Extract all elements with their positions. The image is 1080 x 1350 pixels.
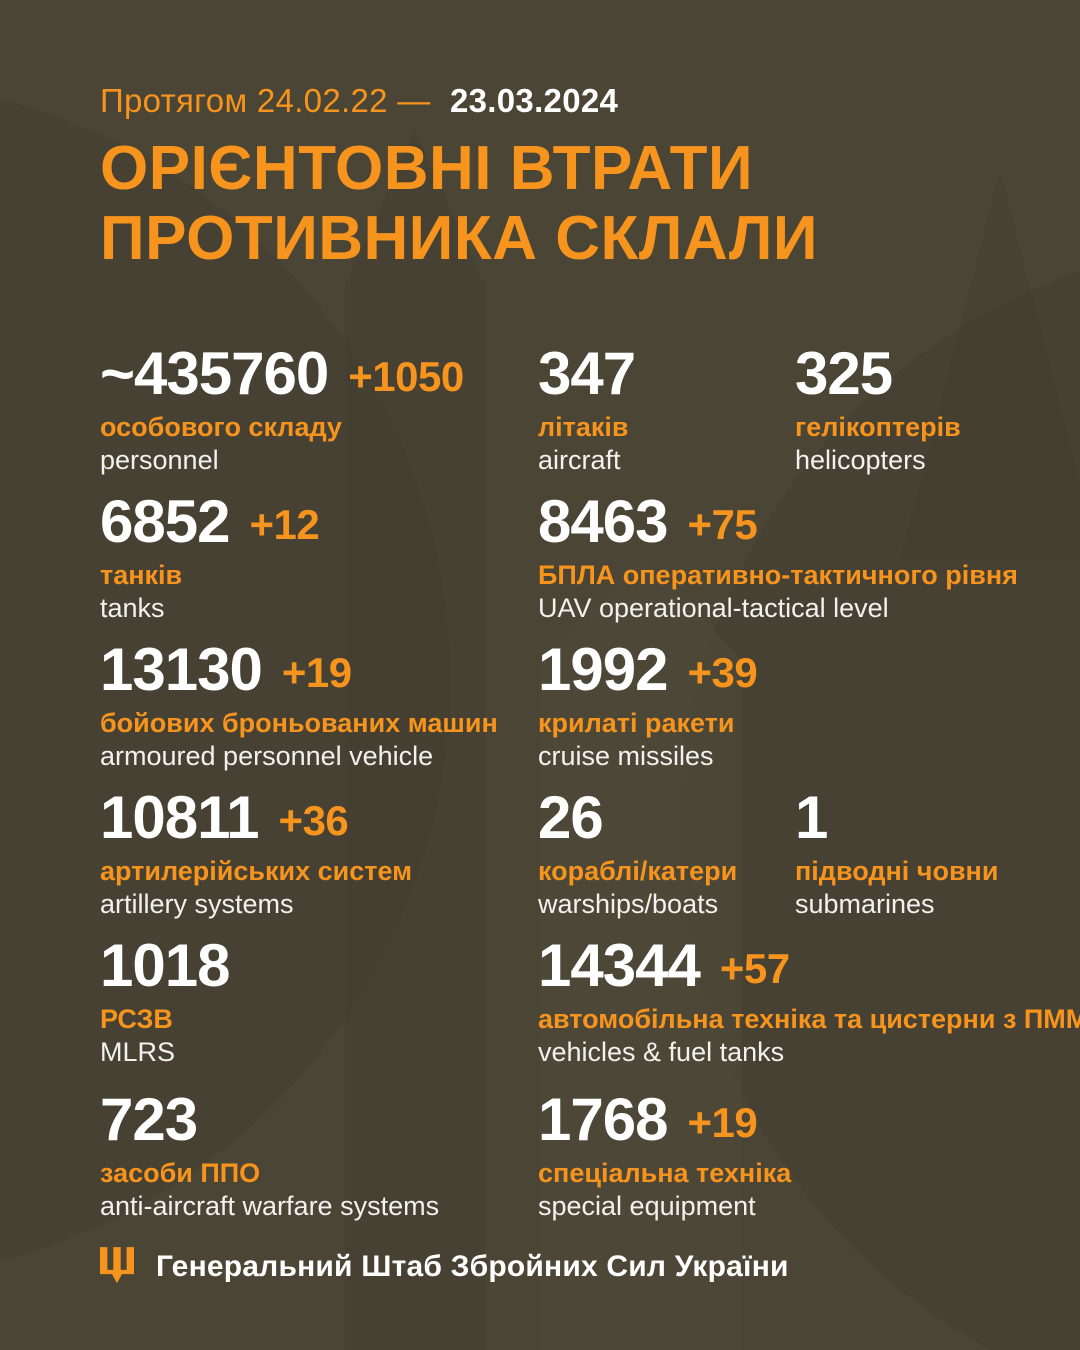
- stat-label-en: tanks: [100, 593, 165, 623]
- stat-label-uk: РСЗВ: [100, 1004, 173, 1034]
- title-line-2: ПРОТИВНИКА СКЛАЛИ: [100, 204, 818, 273]
- stat-delta: +75: [687, 501, 758, 548]
- stat-label-uk: артилерійських систем: [100, 856, 413, 886]
- stat-label-uk: танків: [100, 560, 183, 590]
- stat-special-equipment: 1768 +19 спеціальна техніка special equi…: [538, 1088, 791, 1222]
- stat-delta: +39: [687, 649, 758, 696]
- trident-icon: [100, 1247, 134, 1284]
- stat-value: 1992: [538, 636, 668, 703]
- stat-value: 723: [100, 1086, 198, 1153]
- period-label: Протягом 24.02.22 —: [100, 82, 431, 119]
- stat-label-en: aircraft: [538, 445, 621, 475]
- report-date: 23.03.2024: [450, 82, 619, 119]
- stat-label-en: anti-aircraft warfare systems: [100, 1191, 440, 1221]
- stat-label-uk: БПЛА оперативно-тактичного рівня: [538, 560, 1018, 590]
- stat-value: 6852: [100, 488, 230, 555]
- stat-delta: +19: [687, 1099, 758, 1146]
- stat-label-uk: крилаті ракети: [538, 708, 735, 738]
- stat-value: 1768: [538, 1086, 668, 1153]
- stat-label-uk: літаків: [538, 412, 629, 442]
- stat-label-en: helicopters: [795, 445, 926, 475]
- stat-label-en: artillery systems: [100, 889, 294, 919]
- stat-warships: 26 кораблі/катери warships/boats: [538, 786, 737, 920]
- stat-aircraft: 347 літаків aircraft: [538, 342, 655, 476]
- stat-uav: 8463 +75 БПЛА оперативно-тактичного рівн…: [538, 490, 1018, 624]
- stat-label-en: special equipment: [538, 1191, 756, 1221]
- stat-label-uk: підводні човни: [795, 856, 999, 886]
- stat-cruise-missiles: 1992 +39 крилаті ракети cruise missiles: [538, 636, 758, 772]
- stat-value: 1: [795, 784, 828, 851]
- stat-label-en: cruise missiles: [538, 741, 714, 771]
- stat-value: 10811: [100, 784, 260, 851]
- report-period: Протягом 24.02.22 — 23.03.2024: [100, 82, 618, 120]
- stat-label-en: MLRS: [100, 1037, 176, 1067]
- stat-value: ~435760: [100, 340, 329, 407]
- stat-label-en: armoured personnel vehicle: [100, 741, 434, 771]
- stat-label-uk: автомобільна техніка та цистерни з ПММ: [538, 1004, 1080, 1034]
- stat-value: 13130: [100, 636, 263, 703]
- stat-mlrs: 1018 РСЗВ MLRS: [100, 934, 249, 1068]
- stat-label-en: UAV operational-tactical level: [538, 593, 889, 623]
- stat-value: 8463: [538, 488, 668, 555]
- stat-delta: +36: [278, 797, 349, 844]
- stat-label-en: personnel: [100, 445, 219, 475]
- stat-label-uk: спеціальна техніка: [538, 1158, 792, 1188]
- stat-anti-aircraft: 723 засоби ППО anti-aircraft warfare sys…: [100, 1088, 439, 1222]
- stat-delta: +12: [249, 501, 320, 548]
- stat-delta: +19: [281, 649, 352, 696]
- stat-label-uk: гелікоптерів: [795, 412, 961, 442]
- stat-label-uk: засоби ППО: [100, 1158, 261, 1188]
- stat-submarines: 1 підводні човни submarines: [795, 786, 998, 920]
- stat-value: 26: [538, 784, 604, 851]
- stat-personnel: ~435760 +1050 особового складу personnel: [100, 342, 464, 476]
- title-line-1: ОРІЄНТОВНІ ВТРАТИ: [100, 134, 754, 203]
- stat-vehicles-fuel-tanks: 14344 +57 автомобільна техніка та цистер…: [538, 934, 1080, 1068]
- stat-delta: +1050: [348, 353, 464, 400]
- stat-delta: +57: [719, 945, 790, 992]
- stat-label-uk: кораблі/катери: [538, 856, 738, 886]
- stat-label-uk: особового складу: [100, 412, 342, 442]
- stat-label-uk: бойових броньованих машин: [100, 708, 498, 738]
- stat-armoured-vehicles: 13130 +19 бойових броньованих машин armo…: [100, 638, 498, 772]
- stat-label-en: submarines: [795, 889, 935, 919]
- footer-org-name: Генеральний Штаб Збройних Сил України: [156, 1250, 789, 1283]
- stat-tanks: 6852 +12 танків tanks: [100, 488, 320, 624]
- stat-label-en: warships/boats: [538, 889, 719, 919]
- page-title: ОРІЄНТОВНІ ВТРАТИ ПРОТИВНИКА СКЛАЛИ: [100, 134, 818, 274]
- stat-value: 14344: [538, 932, 701, 999]
- stat-label-en: vehicles & fuel tanks: [538, 1037, 785, 1067]
- stat-value: 347: [538, 340, 636, 407]
- stat-value: 325: [795, 340, 893, 407]
- footer: Генеральний Штаб Збройних Сил України: [100, 1246, 789, 1288]
- stat-artillery: 10811 +36 артилерійських систем artiller…: [100, 786, 412, 920]
- stat-helicopters: 325 гелікоптерів helicopters: [795, 342, 961, 476]
- stat-value: 1018: [100, 932, 230, 999]
